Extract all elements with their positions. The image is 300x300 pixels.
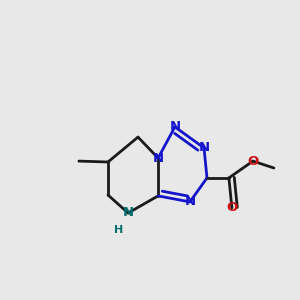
Text: N: N [122,206,134,220]
Text: H: H [115,225,124,236]
Text: O: O [247,154,259,168]
Text: N: N [198,141,210,154]
Text: N: N [184,195,196,208]
Text: O: O [226,201,238,214]
Text: N: N [152,152,164,165]
Text: N: N [169,120,181,134]
